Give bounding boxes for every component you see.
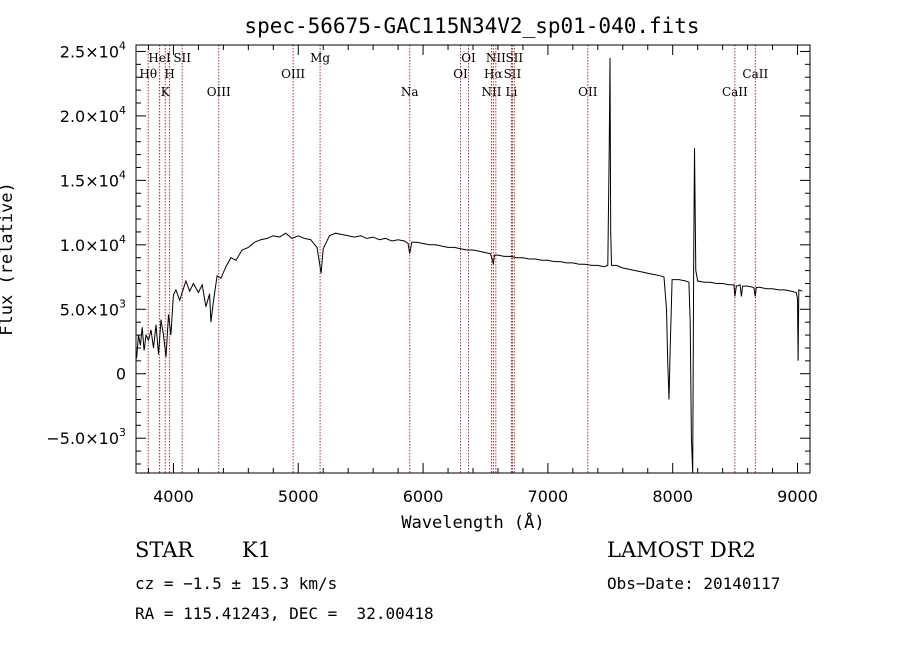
spectrum-chart: spec-56675-GAC115N34V2_sp01-040.fits HθH… xyxy=(0,14,818,533)
coordinates: RA = 115.41243, DEC = 32.00418 xyxy=(135,604,434,623)
y-tick-mantissa: 5.0×10 xyxy=(60,300,119,319)
spectral-line-label: Na xyxy=(401,85,419,99)
y-tick-label: 2.0×104 xyxy=(60,104,126,126)
redshift-cz: cz = −1.5 ± 15.3 km/s xyxy=(135,574,338,593)
object-subclass: K1 xyxy=(242,538,272,562)
y-tick-exponent: 3 xyxy=(119,297,126,310)
y-tick-mantissa: 2.5×10 xyxy=(60,42,119,61)
y-tick-exponent: 4 xyxy=(119,104,126,117)
y-tick-mantissa: 1.5×10 xyxy=(60,171,119,190)
x-tick-label: 7000 xyxy=(528,487,569,506)
x-axis-label: Wavelength (Å) xyxy=(401,511,544,533)
spectral-line-label: SII xyxy=(505,51,523,65)
y-tick-label: −5.0×103 xyxy=(46,426,126,448)
data-series xyxy=(136,57,803,474)
spectral-line-label: Li xyxy=(506,85,518,99)
y-tick-exponent: 4 xyxy=(119,168,126,181)
y-tick-exponent: 4 xyxy=(119,39,126,52)
object-type: STAR xyxy=(135,538,194,562)
spectral-line-label: OI xyxy=(453,67,468,81)
survey-name: LAMOST DR2 xyxy=(607,538,756,562)
y-axis-ticks: −5.0×10305.0×1031.0×1041.5×1042.0×1042.5… xyxy=(46,39,810,465)
spectral-line-label: Hα xyxy=(484,67,503,81)
spectrum-series-line xyxy=(136,57,803,474)
y-tick-mantissa: 1.0×10 xyxy=(60,236,119,255)
x-axis-ticks: 4000 5000 6000 7000 8000 9000 xyxy=(147,45,818,506)
y-tick-label: 2.5×104 xyxy=(60,39,126,61)
y-tick-label: 1.0×104 xyxy=(60,233,126,255)
spectral-line-label: H xyxy=(164,67,174,81)
y-tick-mantissa: 0 xyxy=(116,365,126,384)
x-tick-label: 9000 xyxy=(777,487,818,506)
spectral-line-label: OI xyxy=(461,51,476,65)
chart-title: spec-56675-GAC115N34V2_sp01-040.fits xyxy=(244,14,699,38)
spectral-line-label: SII xyxy=(504,67,522,81)
x-tick-label: 8000 xyxy=(652,487,693,506)
y-tick-mantissa: 2.0×10 xyxy=(60,107,119,126)
y-tick-label: 0 xyxy=(116,365,126,384)
y-axis-label: Flux (relative) xyxy=(0,182,17,336)
spectral-line-label: NII xyxy=(486,51,506,65)
spectral-line-label: OIII xyxy=(207,85,231,99)
spectral-line-label: HeI xyxy=(148,51,171,65)
y-tick-label: 1.5×104 xyxy=(60,168,126,190)
y-tick-mantissa: −5.0×10 xyxy=(46,429,119,448)
x-tick-label: 5000 xyxy=(278,487,319,506)
spectral-line-label: OIII xyxy=(281,67,305,81)
x-tick-label: 6000 xyxy=(403,487,444,506)
x-tick-label: 4000 xyxy=(153,487,194,506)
spectral-line-label: SII xyxy=(173,51,191,65)
spectral-line-label: Mg xyxy=(310,51,330,65)
spectral-line-label: OII xyxy=(578,85,598,99)
spectral-line-label: CaII xyxy=(742,67,768,81)
spectral-line-label: Hθ xyxy=(139,67,157,81)
spectral-line-label: K xyxy=(161,85,171,99)
spectral-line-label: CaII xyxy=(722,85,748,99)
y-tick-exponent: 3 xyxy=(119,426,126,439)
y-tick-exponent: 4 xyxy=(119,233,126,246)
spectral-line-label: NII xyxy=(481,85,501,99)
y-tick-label: 5.0×103 xyxy=(60,297,126,319)
observation-date: Obs−Date: 20140117 xyxy=(607,574,781,593)
spectral-lines: Hθ HeI K SII H OIII OIII Mg Na OI OI NII Hα NII Li SII S… xyxy=(139,45,768,473)
